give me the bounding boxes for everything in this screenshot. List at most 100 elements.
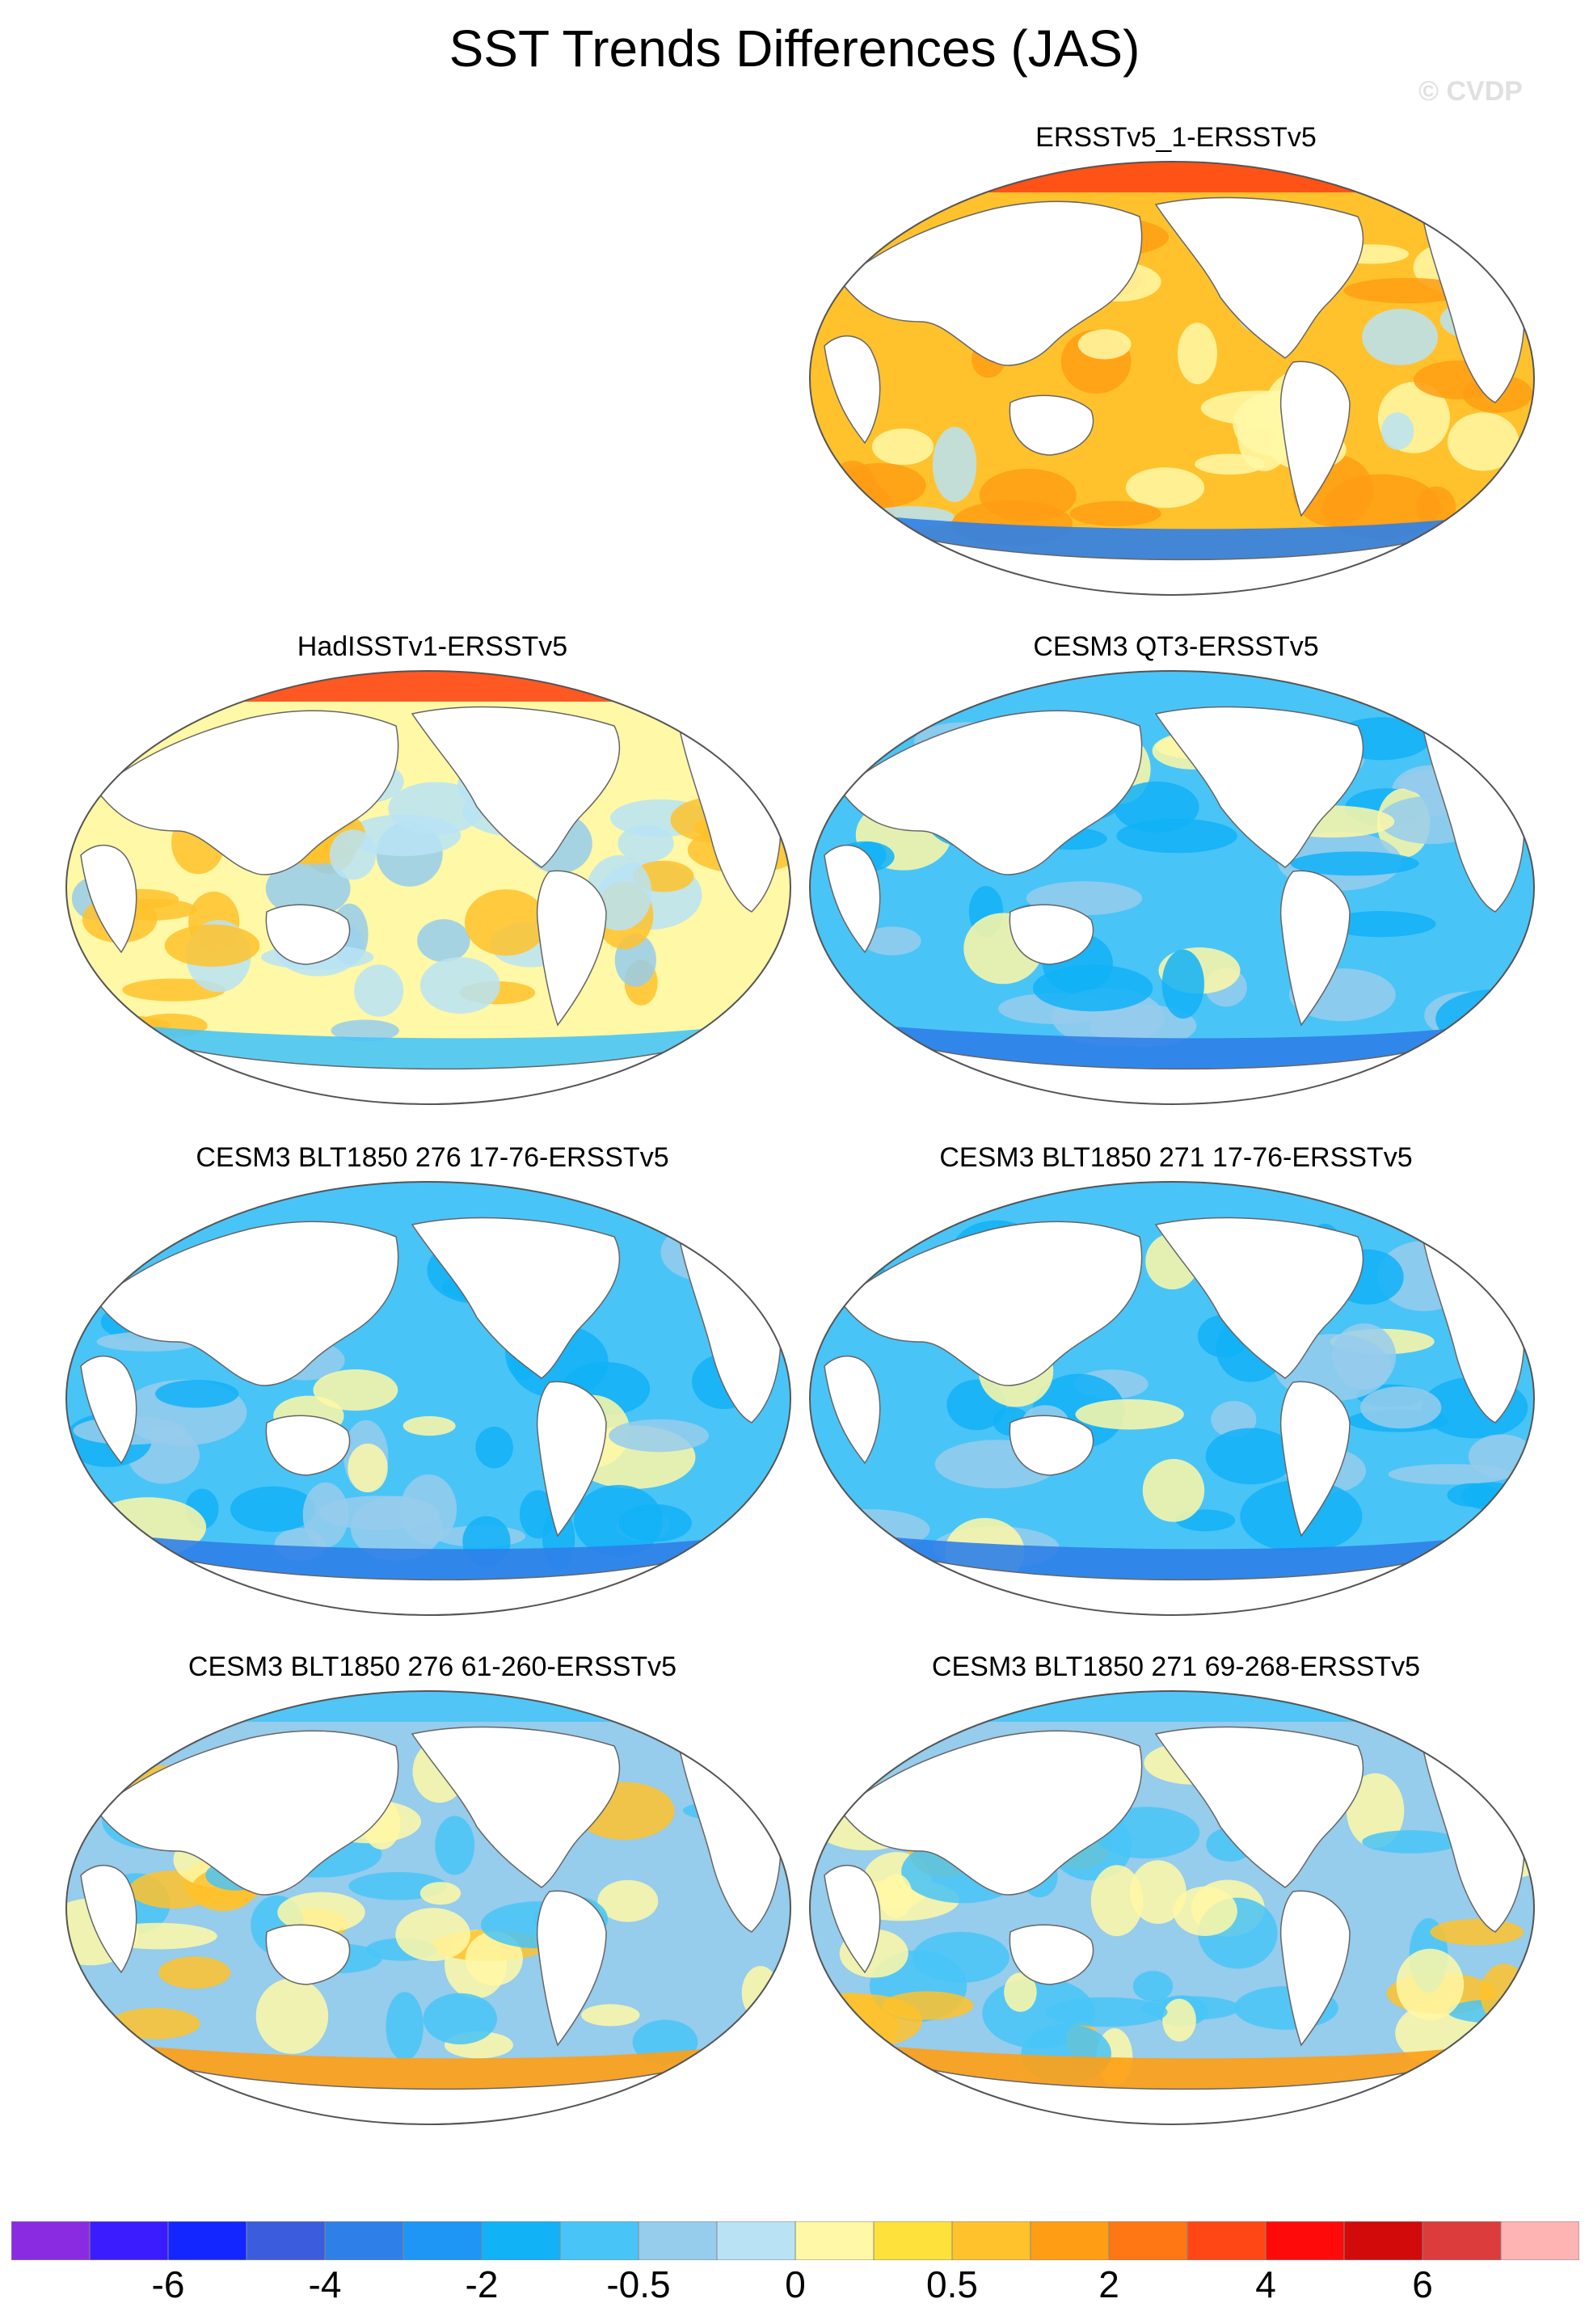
land-mask: [1009, 904, 1094, 965]
colorbar-tick-label: 0: [785, 2263, 806, 2305]
sst-anomaly-patch: [834, 462, 926, 508]
land-mask: [824, 1864, 881, 1974]
land-mask: [824, 844, 881, 954]
colorbar-swatch: [951, 2221, 1031, 2260]
map-border: [809, 161, 1535, 596]
sst-anomaly-patch: [1075, 1398, 1184, 1430]
colorbar-tick-label: -2: [465, 2263, 499, 2305]
southern-ocean-band: [66, 1017, 790, 1071]
sst-anomaly-patch: [354, 964, 404, 1017]
colorbar-swatch: [167, 2221, 247, 2260]
land-mask: [1279, 1381, 1351, 1537]
land-mask: [839, 200, 1143, 366]
sst-anomaly-patch: [1090, 1004, 1197, 1048]
sst-anomaly-patch: [863, 926, 921, 955]
colorbar-tick-label: -0.5: [606, 2263, 671, 2305]
sst-field: [66, 671, 790, 1104]
sst-field: [810, 671, 1534, 1104]
sst-anomaly-patch: [348, 1443, 388, 1493]
land-mask: [80, 1355, 137, 1465]
sst-anomaly-patch: [581, 2004, 640, 2027]
sst-anomaly-patch: [1346, 1773, 1405, 1848]
sst-field: [810, 1182, 1534, 1615]
land-mask: [1154, 1217, 1364, 1379]
land-mask: [1279, 361, 1351, 517]
sst-anomaly-patch: [1326, 911, 1436, 938]
colorbar-swatch: [403, 2221, 483, 2260]
sst-anomaly-patch: [158, 1956, 231, 1989]
land-mask: [536, 870, 607, 1027]
land-mask: [265, 1924, 351, 1985]
map-border: [809, 670, 1535, 1105]
colorbar-swatch: [638, 2221, 718, 2260]
sst-anomaly-patch: [1461, 1482, 1520, 1511]
colorbar-swatch: [1186, 2221, 1267, 2260]
robinson-map: [65, 1181, 791, 1616]
colorbar-tick-label: 0.5: [926, 2263, 978, 2305]
colorbar-swatch: [794, 2221, 875, 2260]
colorbar-swatch: [481, 2221, 561, 2260]
map-border: [809, 1181, 1535, 1616]
sst-anomaly-patch: [386, 1992, 424, 2061]
map-panel: CESM3 BLT1850 276 17-76-ERSSTv5: [57, 1140, 808, 1657]
sst-anomaly-patch: [1116, 818, 1237, 854]
land-mask: [411, 1726, 621, 1888]
southern-ocean-band: [810, 1017, 1534, 1071]
land-mask: [1009, 394, 1094, 456]
sst-anomaly-patch: [265, 859, 351, 917]
sst-anomaly-patch: [255, 1978, 329, 2054]
land-mask: [536, 1890, 607, 2047]
land-mask: [1009, 1415, 1094, 1476]
sst-anomaly-patch: [1195, 453, 1265, 475]
sst-anomaly-patch: [464, 889, 548, 956]
colorbar-labels: -6 -4 -2 -0.5 0 0.5 2 4 6: [11, 2262, 1579, 2310]
sst-anomaly-patch: [350, 1495, 443, 1561]
sst-anomaly-patch: [1044, 1997, 1168, 2027]
sst-anomaly-patch: [331, 1019, 399, 1042]
sst-anomaly-patch: [1129, 1860, 1186, 1925]
sst-anomaly-patch: [879, 1874, 913, 1919]
sst-anomaly-patch: [1162, 1998, 1196, 2042]
arctic-band: [954, 1691, 1390, 1722]
map-border: [65, 1181, 791, 1616]
sst-anomaly-patch: [1069, 500, 1161, 527]
robinson-map: [65, 670, 791, 1105]
robinson-map: [65, 1690, 791, 2125]
colorbar-tick-label: -6: [151, 2263, 185, 2305]
sst-anomaly-patch: [617, 825, 674, 863]
land-mask: [265, 1415, 351, 1476]
sst-anomaly-patch: [1132, 1971, 1174, 2001]
map-panel: CESM3 BLT1850 271 69-268-ERSSTv5: [800, 1649, 1552, 2166]
sst-field: [810, 162, 1534, 595]
land-mask: [95, 1730, 399, 1896]
sst-field: [66, 1182, 790, 1615]
map-border: [65, 670, 791, 1105]
land-mask: [824, 1355, 881, 1465]
sst-anomaly-patch: [609, 1419, 710, 1453]
map-panel: HadISSTv1-ERSSTv5: [57, 629, 808, 1146]
sst-anomaly-patch: [1430, 1918, 1524, 1946]
sst-anomaly-patch: [66, 1237, 156, 1257]
sst-anomaly-patch: [1343, 277, 1471, 304]
sst-anomaly-patch: [155, 1379, 239, 1408]
panel-title: CESM3 BLT1850 276 17-76-ERSSTv5: [196, 1142, 669, 1173]
land-mask: [80, 1864, 137, 1974]
land-mask: [1279, 870, 1351, 1027]
sst-anomaly-patch: [1290, 851, 1419, 876]
southern-ocean-band: [66, 2037, 790, 2091]
map-panel: CESM3 BLT1850 276 61-260-ERSSTv5: [57, 1649, 808, 2166]
panel-title: CESM3 BLT1850 271 17-76-ERSSTv5: [939, 1142, 1413, 1173]
arctic-band: [954, 1182, 1390, 1213]
panel-title: CESM3 QT3-ERSSTv5: [1033, 631, 1319, 662]
sst-anomaly-patch: [302, 1482, 349, 1548]
land-mask: [839, 1221, 1143, 1386]
sst-anomaly-patch: [1448, 412, 1519, 471]
figure-title: SST Trends Differences (JAS): [449, 19, 1140, 78]
southern-ocean-band: [810, 1528, 1534, 1582]
sst-anomaly-patch: [1173, 1886, 1237, 1937]
colorbar-swatch: [246, 2221, 326, 2260]
sst-anomaly-patch: [1004, 1972, 1037, 2012]
land-mask: [80, 844, 137, 954]
land-mask: [95, 710, 399, 875]
sst-anomaly-patch: [882, 1991, 974, 2020]
